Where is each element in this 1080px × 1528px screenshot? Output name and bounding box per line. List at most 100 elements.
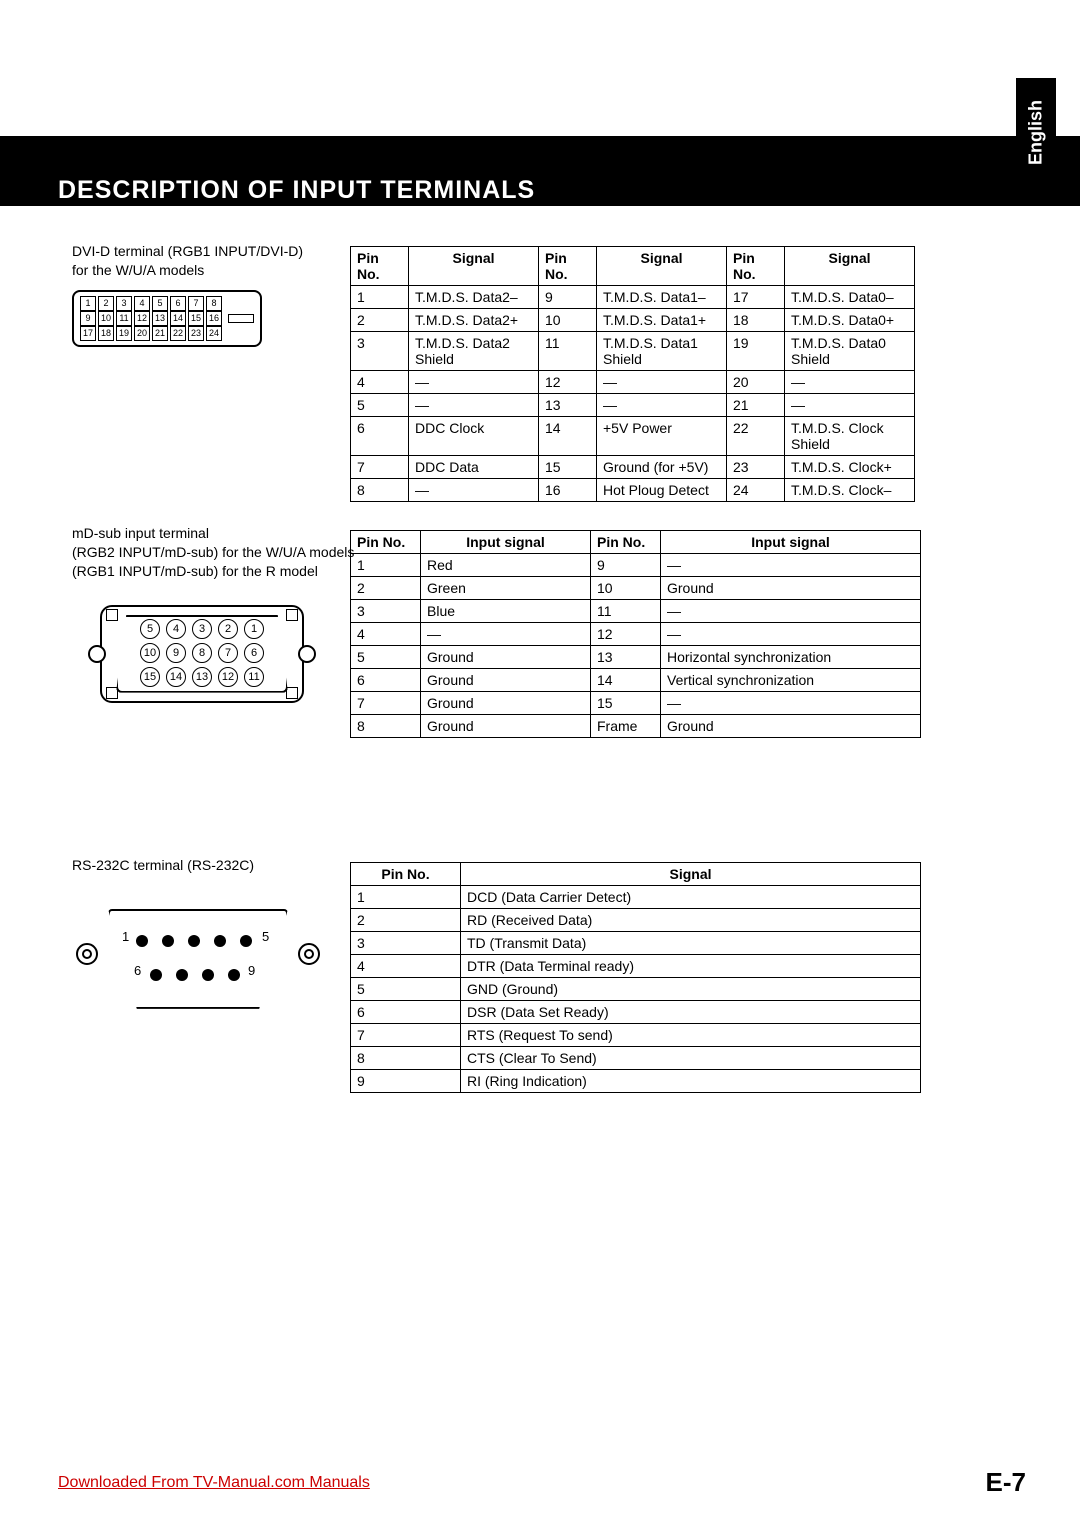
- table-cell: 2: [351, 577, 421, 600]
- table-cell: +5V Power: [597, 417, 727, 456]
- table-cell: 15: [539, 456, 597, 479]
- table-cell: Green: [421, 577, 591, 600]
- table-cell: 3: [351, 600, 421, 623]
- table-row: 4DTR (Data Terminal ready): [351, 955, 921, 978]
- table-cell: 5: [351, 978, 461, 1001]
- table-header: Signal: [785, 247, 915, 286]
- table-row: 6Ground14Vertical synchronization: [351, 669, 921, 692]
- dvi-pin: 6: [170, 296, 186, 311]
- table-row: 4—12—20—: [351, 371, 915, 394]
- table-cell: —: [785, 394, 915, 417]
- table-cell: 6: [351, 669, 421, 692]
- dvi-pin: 13: [152, 311, 168, 326]
- dvi-pin: 20: [134, 326, 150, 341]
- mdsub-pin: 12: [218, 667, 238, 687]
- mdsub-label-1: mD-sub input terminal: [72, 524, 372, 543]
- table-cell: RTS (Request To send): [461, 1024, 921, 1047]
- table-cell: 7: [351, 456, 409, 479]
- dvi-pin: 15: [188, 311, 204, 326]
- dvi-pin: 11: [116, 311, 132, 326]
- table-cell: —: [661, 692, 921, 715]
- table-cell: 12: [591, 623, 661, 646]
- table-cell: Frame: [591, 715, 661, 738]
- table-cell: 3: [351, 932, 461, 955]
- table-cell: 9: [351, 1070, 461, 1093]
- table-cell: DSR (Data Set Ready): [461, 1001, 921, 1024]
- table-cell: Ground: [421, 715, 591, 738]
- dvi-pin: 22: [170, 326, 186, 341]
- table-cell: Ground: [661, 577, 921, 600]
- mdsub-pin-table: Pin No.Input signalPin No.Input signal 1…: [350, 530, 921, 738]
- footer-source-link[interactable]: Downloaded From TV-Manual.com Manuals: [58, 1474, 370, 1492]
- table-cell: 9: [591, 554, 661, 577]
- mdsub-pin: 6: [244, 643, 264, 663]
- dvi-pin: 3: [116, 296, 132, 311]
- table-header: Pin No.: [591, 531, 661, 554]
- dvi-pin: 1: [80, 296, 96, 311]
- table-row: 2Green10Ground: [351, 577, 921, 600]
- table-cell: Ground: [421, 692, 591, 715]
- mdsub-pin: 4: [166, 619, 186, 639]
- table-cell: 16: [539, 479, 597, 502]
- table-cell: T.M.D.S. Data1+: [597, 309, 727, 332]
- table-cell: 23: [727, 456, 785, 479]
- table-row: 5—13—21—: [351, 394, 915, 417]
- table-row: 3TD (Transmit Data): [351, 932, 921, 955]
- table-cell: Vertical synchronization: [661, 669, 921, 692]
- rs-pin-1-label: 1: [122, 929, 129, 944]
- mdsub-pin: 2: [218, 619, 238, 639]
- mdsub-pin: 3: [192, 619, 212, 639]
- dvi-pin: 16: [206, 311, 222, 326]
- table-row: 4—12—: [351, 623, 921, 646]
- table-cell: 15: [591, 692, 661, 715]
- mdsub-table-wrap: Pin No.Input signalPin No.Input signal 1…: [350, 530, 921, 738]
- table-cell: Ground: [421, 646, 591, 669]
- dvi-label-2: for the W/U/A models: [72, 261, 352, 280]
- rs232-table-wrap: Pin No.Signal 1DCD (Data Carrier Detect)…: [350, 862, 921, 1093]
- table-row: 8—16Hot Ploug Detect24T.M.D.S. Clock–: [351, 479, 915, 502]
- table-cell: 10: [591, 577, 661, 600]
- table-cell: 11: [539, 332, 597, 371]
- table-cell: DCD (Data Carrier Detect): [461, 886, 921, 909]
- table-cell: 5: [351, 646, 421, 669]
- table-cell: 8: [351, 479, 409, 502]
- mdsub-label-3: (RGB1 INPUT/mD-sub) for the R model: [72, 562, 372, 581]
- table-cell: —: [597, 371, 727, 394]
- table-row: 1T.M.D.S. Data2–9T.M.D.S. Data1–17T.M.D.…: [351, 286, 915, 309]
- table-cell: 13: [591, 646, 661, 669]
- rs232-connector-diagram: 1 5 6 9: [72, 899, 332, 1029]
- table-cell: 8: [351, 715, 421, 738]
- table-row: 5GND (Ground): [351, 978, 921, 1001]
- table-cell: 21: [727, 394, 785, 417]
- table-cell: 4: [351, 955, 461, 978]
- table-cell: 2: [351, 909, 461, 932]
- table-cell: T.M.D.S. Clock+: [785, 456, 915, 479]
- table-cell: 22: [727, 417, 785, 456]
- table-row: 3Blue11—: [351, 600, 921, 623]
- rs-pin-5-label: 5: [262, 929, 269, 944]
- mdsub-pin: 14: [166, 667, 186, 687]
- table-row: 5Ground13Horizontal synchronization: [351, 646, 921, 669]
- table-header: Signal: [597, 247, 727, 286]
- dvi-pin: 5: [152, 296, 168, 311]
- table-cell: GND (Ground): [461, 978, 921, 1001]
- dvi-label-1: DVI-D terminal (RGB1 INPUT/DVI-D): [72, 242, 352, 261]
- dvi-label-block: DVI-D terminal (RGB1 INPUT/DVI-D) for th…: [72, 242, 352, 347]
- table-header: Pin No.: [539, 247, 597, 286]
- mdsub-label-block: mD-sub input terminal (RGB2 INPUT/mD-sub…: [72, 524, 372, 709]
- table-row: 9RI (Ring Indication): [351, 1070, 921, 1093]
- table-cell: —: [661, 554, 921, 577]
- mdsub-pin: 9: [166, 643, 186, 663]
- dvi-pin: 14: [170, 311, 186, 326]
- table-cell: RI (Ring Indication): [461, 1070, 921, 1093]
- table-cell: T.M.D.S. Data2+: [409, 309, 539, 332]
- table-cell: 4: [351, 371, 409, 394]
- mdsub-pin: 7: [218, 643, 238, 663]
- table-cell: RD (Received Data): [461, 909, 921, 932]
- table-cell: —: [409, 394, 539, 417]
- table-cell: —: [661, 600, 921, 623]
- table-cell: —: [661, 623, 921, 646]
- dvi-pin: 7: [188, 296, 204, 311]
- table-cell: 20: [727, 371, 785, 394]
- table-cell: Horizontal synchronization: [661, 646, 921, 669]
